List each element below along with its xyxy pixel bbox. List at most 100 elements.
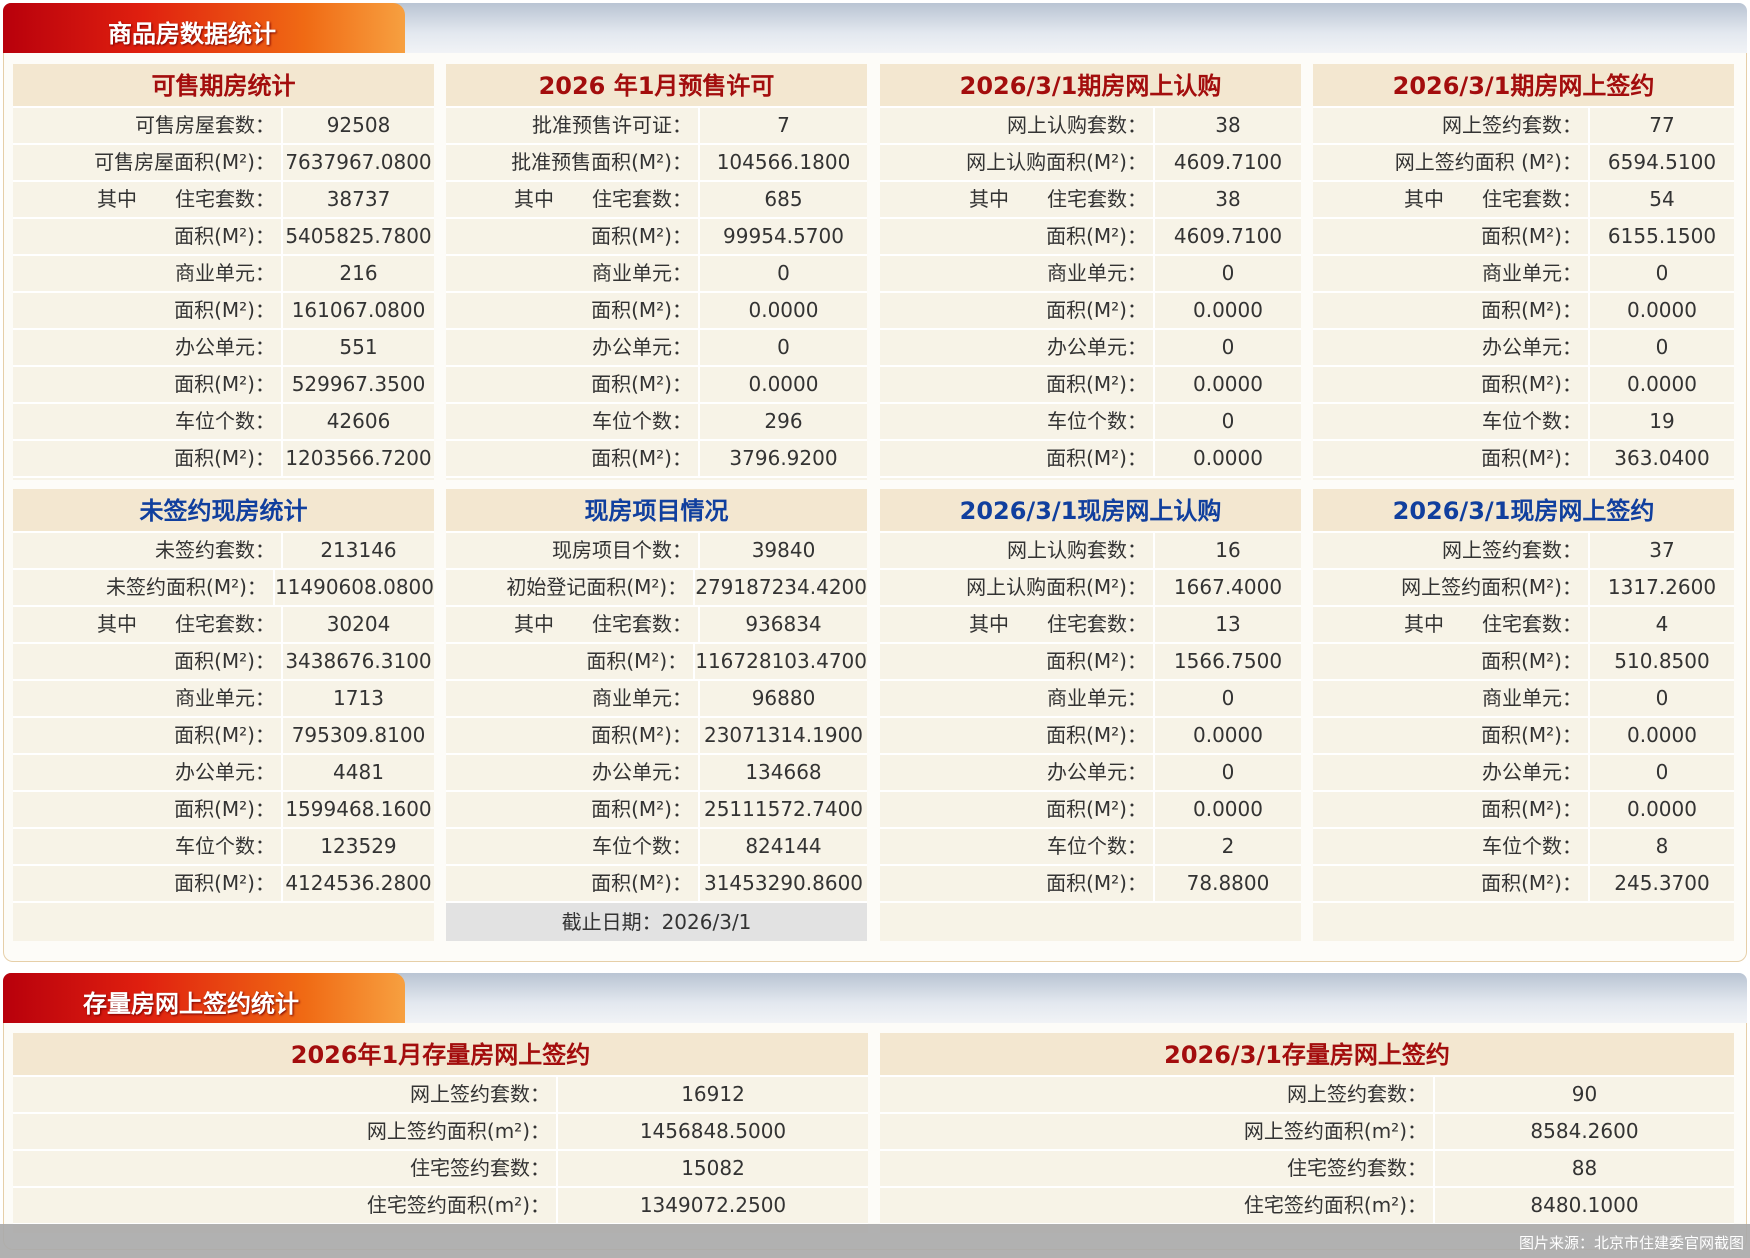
stat-label: 网上签约面积(m²)： (880, 1114, 1435, 1149)
stat-row: 面积(M²)： 3796.9200 (446, 441, 867, 478)
stat-label: 面积(M²)： (880, 644, 1155, 679)
stat-row: 面积(M²)： 510.8500 (1313, 644, 1734, 681)
stat-value: 6594.5100 (1607, 150, 1717, 174)
stat-label-text: 面积(M²)： (1046, 298, 1147, 322)
stat-label-text: 网上签约套数： (1287, 1082, 1427, 1106)
stat-label: 办公单元： (446, 330, 700, 365)
stat-label: 面积(M²)： (1313, 644, 1590, 679)
stat-label-text: 未签约套数： (155, 538, 275, 562)
stat-row: 住宅签约面积(m²)： 1349072.2500 (13, 1188, 868, 1225)
stat-row: 网上签约面积 (M²)： 6594.5100 (1313, 145, 1734, 182)
stat-label-text: 商业单元： (1047, 261, 1147, 285)
stat-label: 面积(M²)： (1313, 792, 1590, 827)
stat-row: 面积(M²)： 0.0000 (1313, 293, 1734, 330)
stat-row: 面积(M²)： 1599468.1600 (13, 792, 434, 829)
stat-row: 住宅签约套数： 88 (880, 1151, 1734, 1188)
stat-label: 商业单元： (880, 256, 1155, 291)
stats-panel: 可售期房统计 可售房屋套数： 92508 可售房屋面积(M²)： 7637967.080… (13, 64, 434, 480)
stat-label: 商业单元： (446, 256, 700, 291)
stat-row: 其中 住宅套数： 54 (1313, 182, 1734, 219)
stat-label: 住宅签约面积(m²)： (13, 1188, 558, 1223)
stat-row: 商业单元： 216 (13, 256, 434, 293)
stat-prefix: 其中 (97, 187, 137, 211)
stat-label: 面积(M²)： (446, 441, 700, 476)
stat-value: 213146 (320, 538, 397, 562)
stat-prefix: 其中 (1404, 612, 1444, 636)
stat-row: 批准预售许可证： 7 (446, 108, 867, 145)
stat-label-text: 网上签约面积(m²)： (1243, 1119, 1427, 1143)
stat-label-text: 面积(M²)： (1481, 649, 1582, 673)
stat-row: 网上签约套数： 90 (880, 1077, 1734, 1114)
stat-row: 车位个数： 8 (1313, 829, 1734, 866)
stat-value: 1599468.1600 (285, 797, 432, 821)
stat-prefix: 其中 (969, 187, 1009, 211)
stat-row: 面积(M²)： 795309.8100 (13, 718, 434, 755)
stat-row: 其中 住宅套数： 30204 (13, 607, 434, 644)
stat-value: 5405825.7800 (285, 224, 432, 248)
stat-row: 网上签约套数： 16912 (13, 1077, 868, 1114)
stat-label-text: 批准预售许可证： (532, 113, 692, 137)
stat-value: 685 (764, 187, 803, 211)
stat-label: 其中 住宅套数： (1313, 182, 1590, 217)
stat-value: 8480.1000 (1530, 1193, 1639, 1217)
stat-label-text: 网上认购套数： (1007, 538, 1147, 562)
stat-label-text: 住宅套数： (1482, 612, 1582, 636)
stat-label: 面积(M²)： (446, 293, 700, 328)
stat-label-text: 办公单元： (1482, 760, 1582, 784)
stat-row: 车位个数： 42606 (13, 404, 434, 441)
stat-label: 面积(M²)： (13, 293, 283, 328)
stat-label: 面积(M²)： (1313, 718, 1590, 753)
stat-label-text: 网上签约面积(m²)： (366, 1119, 550, 1143)
stat-row: 办公单元： 0 (1313, 755, 1734, 792)
stat-prefix: 其中 (1404, 187, 1444, 211)
stat-value: 551 (339, 335, 378, 359)
stat-label: 车位个数： (880, 404, 1155, 439)
stats-panel: 2026/3/1存量房网上签约 网上签约套数： 90 网上签约面积(m²)： 8584.… (880, 1033, 1734, 1233)
stat-row: 办公单元： 0 (1313, 330, 1734, 367)
stat-row: 办公单元： 0 (880, 330, 1301, 367)
stat-label: 面积(M²)： (446, 718, 700, 753)
stat-label-text: 住宅签约套数： (1287, 1156, 1427, 1180)
stat-row: 商业单元： 1713 (13, 681, 434, 718)
stat-value: 4609.7100 (1173, 224, 1283, 248)
stat-row: 商业单元： 96880 (446, 681, 867, 718)
stat-value: 0.0000 (748, 372, 819, 396)
panel-title: 2026 年1月预售许可 (446, 64, 867, 108)
stat-label-text: 面积(M²)： (174, 797, 275, 821)
stat-value: 78.8800 (1186, 871, 1270, 895)
stat-label-text: 面积(M²)： (1046, 372, 1147, 396)
stat-label-text: 网上签约套数： (1442, 538, 1582, 562)
stat-row: 办公单元： 134668 (446, 755, 867, 792)
stat-value: 0.0000 (1627, 298, 1697, 322)
stats-panel: 未签约现房统计 未签约套数： 213146 未签约面积(M²)： 11490608.08… (13, 489, 434, 941)
stat-label: 网上认购套数： (880, 533, 1155, 568)
stat-row: 面积(M²)： 0.0000 (1313, 367, 1734, 404)
image-source-bar: 图片来源：北京市住建委官网截图 (0, 1224, 1750, 1258)
stat-row: 面积(M²)： 116728103.4700 (446, 644, 867, 681)
stat-value: 1349072.2500 (639, 1193, 787, 1217)
panel-title: 现房项目情况 (446, 489, 867, 533)
stat-row: 面积(M²)： 3438676.3100 (13, 644, 434, 681)
stat-value: 936834 (745, 612, 822, 636)
stat-row: 可售房屋面积(M²)： 7637967.0800 (13, 145, 434, 182)
stat-value: 0 (1655, 760, 1669, 784)
stat-label-text: 办公单元： (1047, 760, 1147, 784)
stat-value: 90 (1571, 1082, 1598, 1106)
stat-value: 0.0000 (1627, 797, 1697, 821)
stat-label: 车位个数： (1313, 829, 1590, 864)
stat-row: 网上签约面积(m²)： 8584.2600 (880, 1114, 1734, 1151)
stat-row: 办公单元： 4481 (13, 755, 434, 792)
stat-label: 网上认购面积(M²)： (880, 145, 1155, 180)
stat-row: 商业单元： 0 (446, 256, 867, 293)
section-tab: 商品房数据统计 (3, 3, 405, 53)
stat-label: 未签约面积(M²)： (13, 570, 275, 605)
stat-value: 0 (1221, 261, 1235, 285)
stat-value: 0 (1655, 686, 1669, 710)
stat-label-text: 现房项目个数： (552, 538, 692, 562)
stat-row: 面积(M²)： 245.3700 (1313, 866, 1734, 903)
stat-prefix: 其中 (969, 612, 1009, 636)
stat-row: 面积(M²)： 0.0000 (880, 718, 1301, 755)
panel-title: 2026/3/1期房网上认购 (880, 64, 1301, 108)
stat-value: 1203566.7200 (285, 446, 432, 470)
stat-label: 面积(M²)： (13, 644, 283, 679)
